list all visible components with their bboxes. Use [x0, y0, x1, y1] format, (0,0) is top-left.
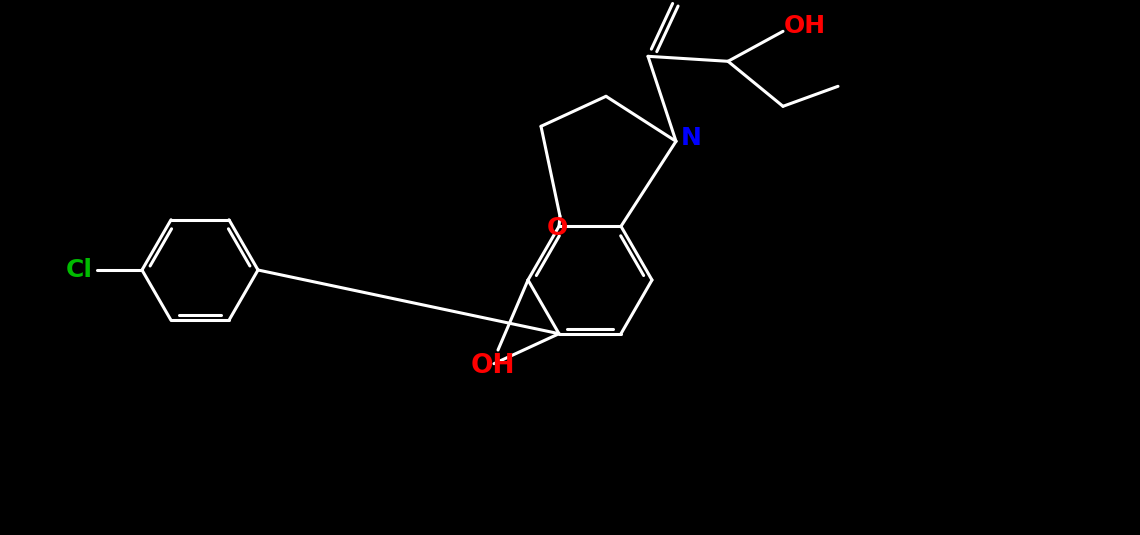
Text: OH: OH	[471, 353, 515, 379]
Text: Cl: Cl	[65, 258, 92, 282]
Text: O: O	[546, 216, 568, 240]
Text: OH: OH	[784, 14, 826, 39]
Text: N: N	[681, 126, 701, 150]
